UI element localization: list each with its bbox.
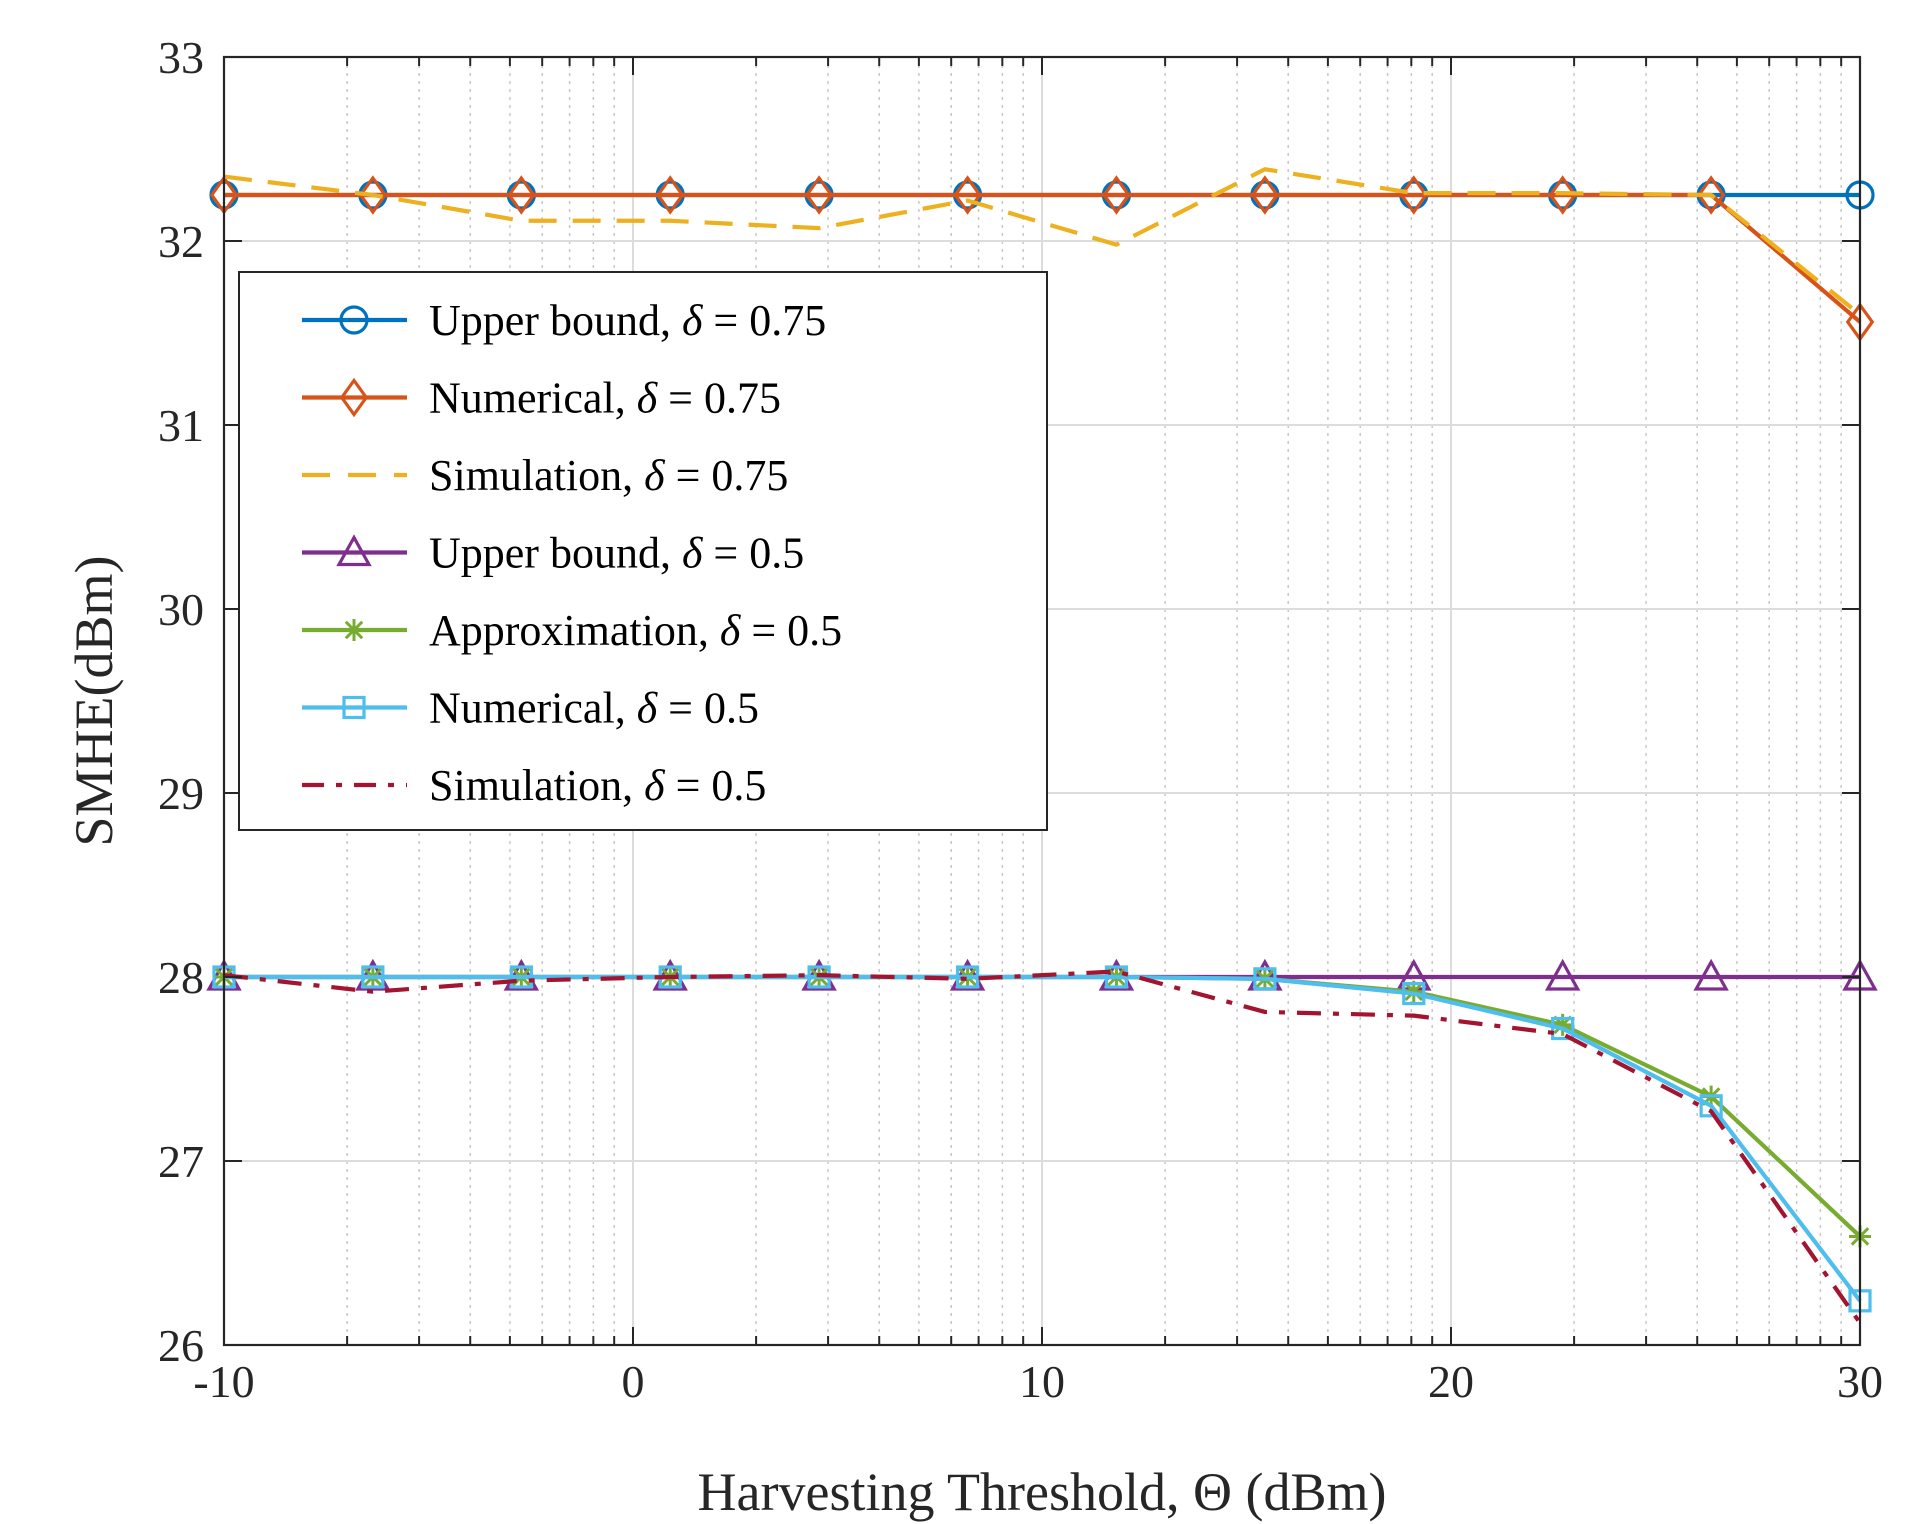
legend-label: Simulation, δ = 0.5 <box>429 761 766 810</box>
legend-label: Simulation, δ = 0.75 <box>429 451 788 500</box>
tick-labels: -10 0 10 20 30 26 27 28 29 30 31 32 33 <box>158 32 1883 1407</box>
x-tick-label: 0 <box>622 1356 645 1407</box>
data-point-square <box>1699 1094 1723 1118</box>
data-point-square <box>342 695 366 720</box>
data-point-circle <box>339 305 369 335</box>
data-point-diamond <box>804 175 834 215</box>
data-point-square <box>1253 967 1277 991</box>
data-point-triangle <box>1544 958 1581 991</box>
x-tick-label: -10 <box>193 1356 254 1407</box>
y-tick-label: 32 <box>158 216 204 267</box>
x-tick-label: 30 <box>1837 1356 1883 1407</box>
series-line <box>223 167 1862 317</box>
legend-entry: Upper bound, δ = 0.5 <box>302 529 804 578</box>
legend-entry: Upper bound, δ = 0.75 <box>302 296 826 345</box>
y-tick-label: 27 <box>158 1136 204 1187</box>
y-tick-label: 33 <box>158 32 204 83</box>
y-tick-label: 29 <box>158 768 204 819</box>
y-tick-label: 31 <box>158 400 204 451</box>
y-axis-title: SMHE(dBm) <box>64 555 124 846</box>
data-point-diamond <box>507 175 536 215</box>
data-point-diamond <box>339 377 369 418</box>
data-point-square <box>1551 1016 1575 1041</box>
x-tick-label: 20 <box>1428 1356 1474 1407</box>
data-point-square <box>955 965 980 989</box>
asterisk-stroke <box>344 620 364 640</box>
series-line <box>223 969 1862 1325</box>
legend-label: Numerical, δ = 0.75 <box>429 374 781 423</box>
series-6 <box>223 969 1862 1325</box>
legend-entry: Numerical, δ = 0.5 <box>302 684 759 733</box>
series-2 <box>223 167 1862 317</box>
series-layer <box>206 167 1878 1325</box>
data-point-square <box>1104 965 1129 989</box>
legend-entry: Simulation, δ = 0.5 <box>302 761 766 810</box>
data-point-diamond <box>1399 175 1428 215</box>
data-point-triangle <box>336 534 372 567</box>
data-point-diamond <box>358 175 388 215</box>
data-point-triangle <box>1693 958 1729 991</box>
data-point-diamond <box>1102 175 1131 215</box>
x-axis-title: Harvesting Threshold, Θ (dBm) <box>698 1462 1387 1522</box>
y-tick-label: 30 <box>158 584 204 635</box>
data-point-diamond <box>1696 175 1726 215</box>
legend-label: Upper bound, δ = 0.75 <box>429 296 826 345</box>
x-tick-label: 10 <box>1019 1356 1065 1407</box>
series-line <box>224 192 1862 324</box>
data-point-diamond <box>1250 175 1280 215</box>
y-tick-label: 26 <box>158 1320 204 1371</box>
legend: Upper bound, δ = 0.75 Numerical, δ = 0.75… <box>238 271 1048 831</box>
data-point-diamond <box>656 175 685 215</box>
legend-entry: Approximation, δ = 0.5 <box>302 606 842 655</box>
legend-entry: Numerical, δ = 0.75 <box>302 374 781 423</box>
data-point-diamond <box>953 175 982 215</box>
data-point-diamond <box>1548 175 1577 215</box>
y-tick-label: 28 <box>158 952 204 1003</box>
data-point-asterisk <box>343 619 365 641</box>
legend-label: Numerical, δ = 0.5 <box>429 684 759 733</box>
data-point-square <box>361 965 385 989</box>
legend-entry: Simulation, δ = 0.75 <box>302 451 788 500</box>
axes <box>222 55 1862 1347</box>
data-point-square <box>509 965 533 989</box>
legend-label: Approximation, δ = 0.5 <box>429 606 842 655</box>
legend-label: Upper bound, δ = 0.5 <box>429 529 804 578</box>
data-point-square <box>1402 981 1426 1006</box>
